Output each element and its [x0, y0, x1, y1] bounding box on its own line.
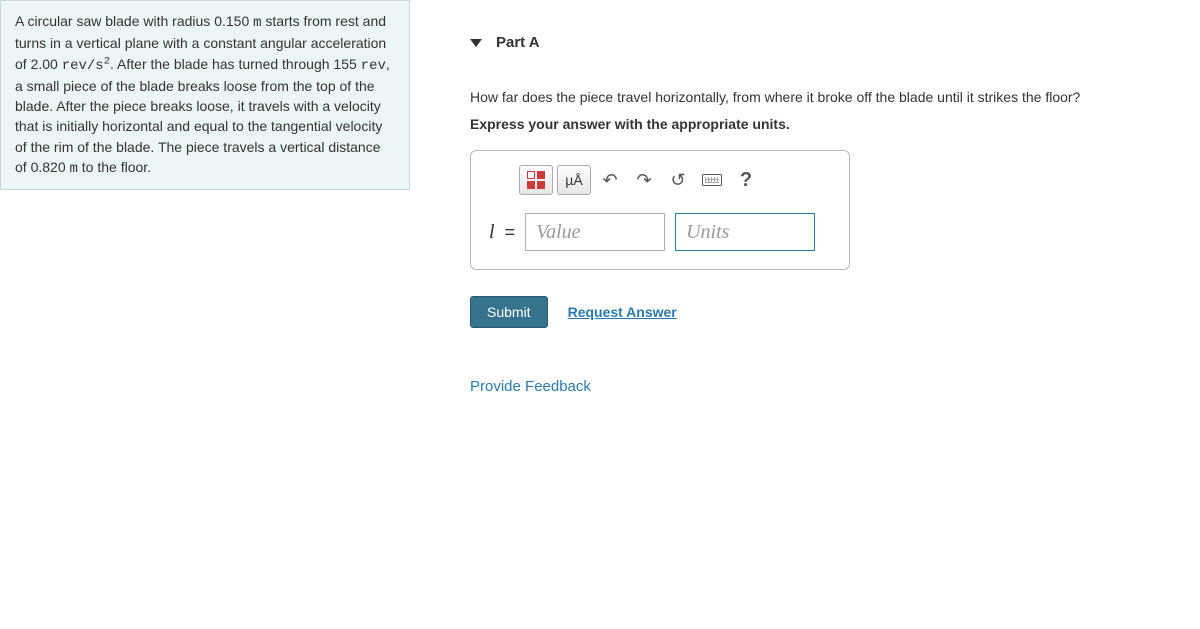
- problem-panel: A circular saw blade with radius 0.150 m…: [0, 0, 410, 629]
- units-symbol: µÅ: [565, 172, 582, 188]
- problem-text-3: . After the blade has turned through 155: [110, 56, 361, 72]
- action-row: Submit Request Answer: [470, 270, 1200, 328]
- answer-panel: Part A How far does the piece travel hor…: [410, 0, 1200, 629]
- provide-feedback-link[interactable]: Provide Feedback: [470, 328, 1200, 395]
- keyboard-icon: [702, 174, 722, 186]
- templates-button[interactable]: [519, 165, 553, 195]
- problem-statement: A circular saw blade with radius 0.150 m…: [0, 0, 410, 190]
- unit-rev-s: rev/s: [62, 58, 104, 74]
- submit-button[interactable]: Submit: [470, 296, 548, 328]
- part-header: Part A: [470, 0, 1200, 69]
- answer-toolbar: µÅ ↶ ↷ ↺ ?: [489, 165, 831, 213]
- redo-button[interactable]: ↷: [629, 165, 659, 195]
- value-input[interactable]: [525, 213, 665, 251]
- answer-widget: µÅ ↶ ↷ ↺ ? l =: [470, 150, 850, 270]
- unit-rev: rev: [361, 58, 386, 74]
- variable-label: l: [489, 221, 495, 244]
- question-text: How far does the piece travel horizontal…: [470, 69, 1200, 116]
- unit-m-2: m: [70, 161, 78, 177]
- collapse-caret-icon[interactable]: [470, 39, 482, 47]
- request-answer-link[interactable]: Request Answer: [568, 304, 677, 320]
- undo-button[interactable]: ↶: [595, 165, 625, 195]
- reset-button[interactable]: ↺: [663, 165, 693, 195]
- equals-sign: =: [505, 222, 516, 243]
- problem-text-1: A circular saw blade with radius 0.150: [15, 13, 253, 29]
- keyboard-button[interactable]: [697, 165, 727, 195]
- templates-icon: [527, 171, 545, 189]
- part-label: Part A: [496, 34, 540, 51]
- instruction-text: Express your answer with the appropriate…: [470, 116, 1200, 150]
- unit-m-1: m: [253, 15, 261, 31]
- problem-text-5: to the floor.: [78, 159, 151, 175]
- answer-row: l =: [489, 213, 831, 251]
- units-button[interactable]: µÅ: [557, 165, 591, 195]
- units-input[interactable]: [675, 213, 815, 251]
- help-button[interactable]: ?: [731, 165, 761, 195]
